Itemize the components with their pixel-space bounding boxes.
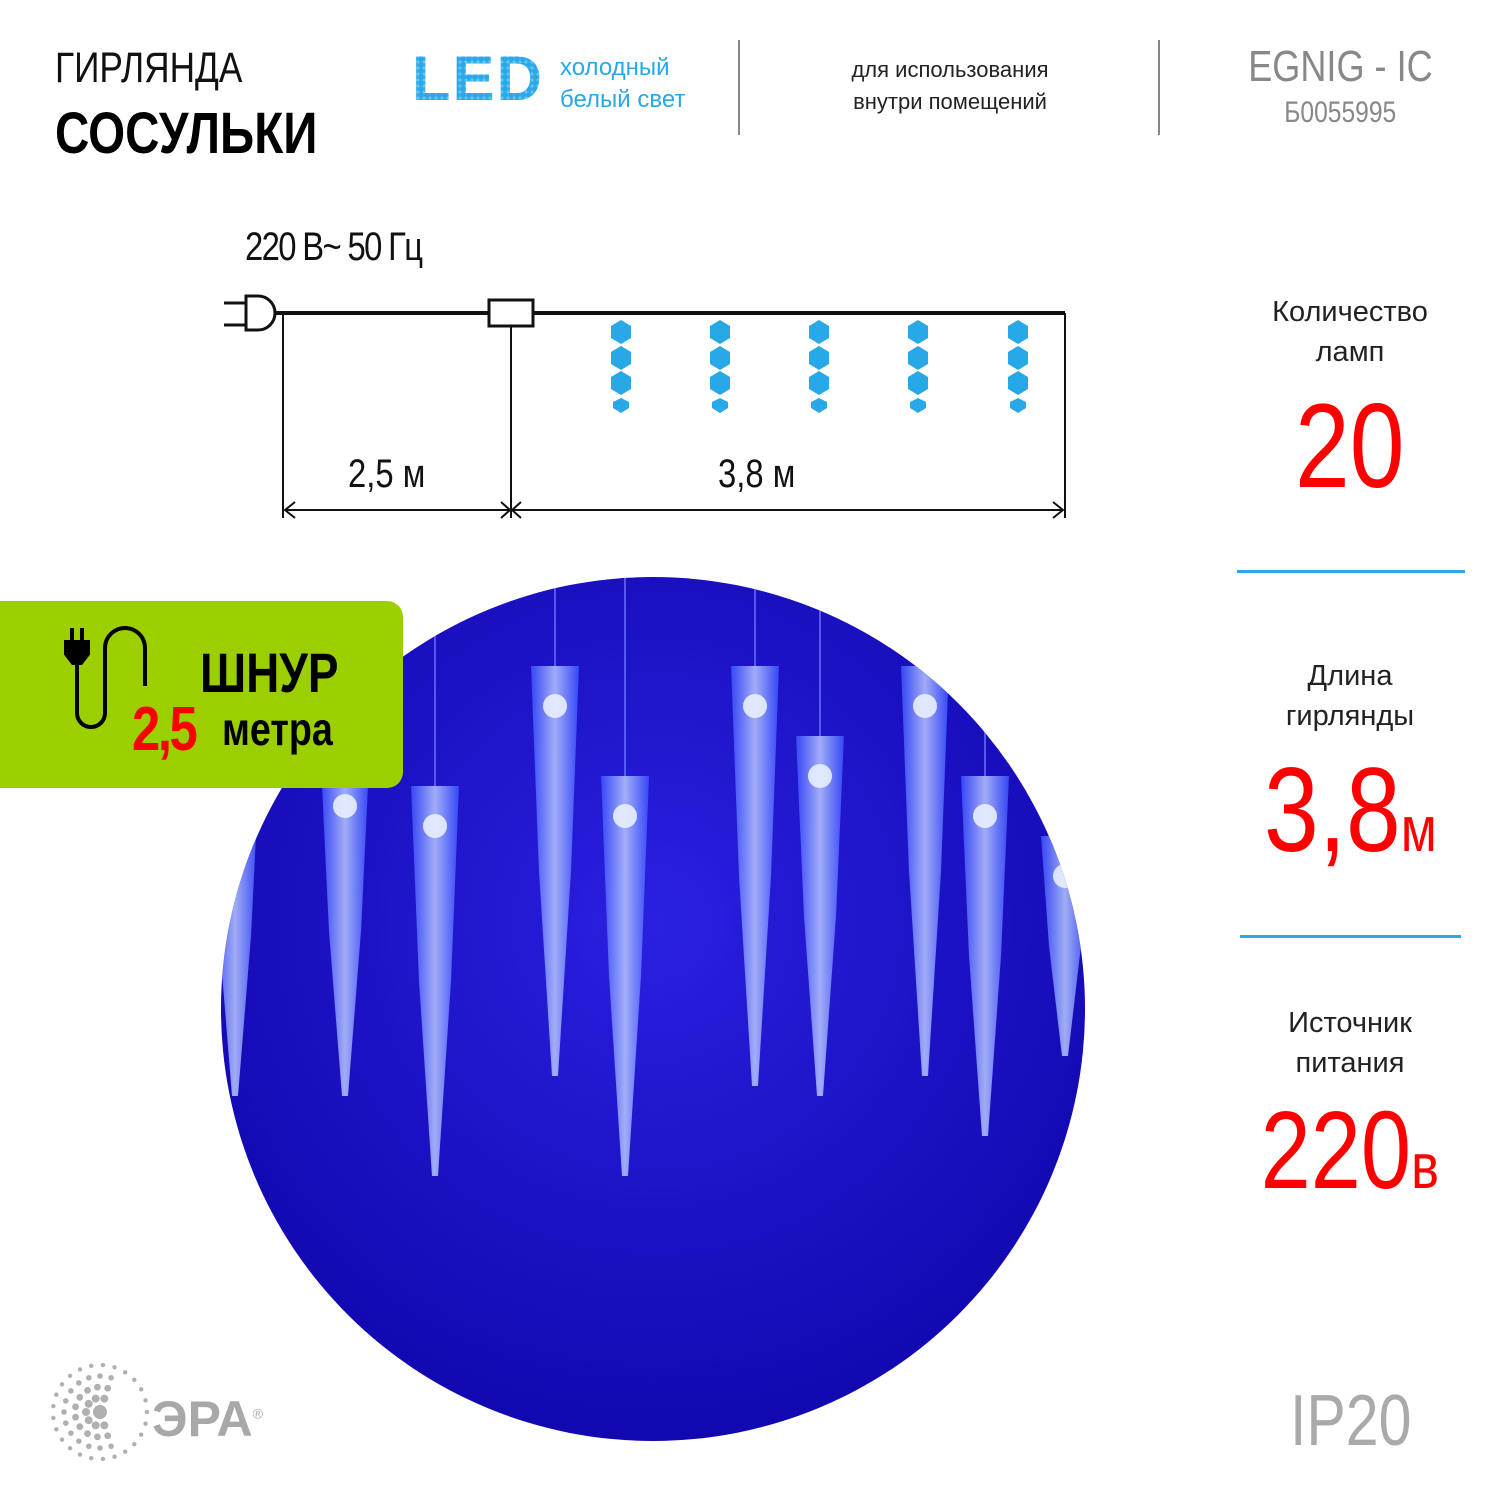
badge-number: 2,5 [132,695,198,764]
divider [1158,40,1160,135]
divider [1237,570,1465,573]
divider [1240,935,1461,938]
icicle-lamp-icon [910,398,926,413]
icicle-lamp-icon [611,346,631,370]
brand-logo: ЭРА® [152,1391,263,1447]
product-photo [221,577,1085,1441]
badge-word: ШНУР [200,641,339,704]
icicle-lamp-icon [1008,320,1028,344]
icicle-lamp-icon [809,320,829,344]
lamp-glow [223,804,247,828]
divider [738,40,740,135]
icicle [321,766,369,1096]
plug-cord-icon [64,626,147,729]
icicle [796,736,844,1096]
icicle-lamp-icon [611,320,631,344]
title-line1: ГИРЛЯНДА [55,44,243,92]
badge-unit: метра [222,703,333,755]
lamp-glow [333,794,357,818]
icicle [601,776,649,1176]
icicle-lamp-icon [710,371,730,395]
light-color: холодный белый свет [560,54,686,113]
icicle-lamp-icon [1010,398,1026,413]
lamp-glow [913,694,937,718]
usage-note: для использования внутри помещений [851,57,1049,114]
icicle-lamp-icon [1008,346,1028,370]
cord-length-badge [0,601,403,788]
cord-length: 2,5 м [348,452,426,496]
icicle-lamp-icon [908,320,928,344]
model-code: EGNIG - IC [1247,42,1433,91]
title-line2: СОСУЛЬКИ [55,101,318,166]
icicle-lamp-icon [710,320,730,344]
lamp-glow [613,804,637,828]
lamp-glow [543,694,567,718]
icicle-lamp-icon [908,371,928,395]
spec-length: Длина гирлянды 3,8м [1263,660,1437,877]
garland-length: 3,8 м [718,452,796,496]
icicle-lamp-icon [1008,371,1028,395]
icicle-lamp-icon [811,398,827,413]
lamp-glow [743,694,767,718]
spec-power: Источник питания 220в [1260,1007,1440,1212]
icicle-lamp-icon [809,371,829,395]
icicle [901,666,949,1076]
wiring-diagram [224,294,1066,519]
sku: Б0055995 [1284,96,1396,129]
icicle-lamp-icon [908,346,928,370]
ip-rating: IP20 [1290,1381,1412,1461]
icicle [411,786,459,1176]
lamp-glow [1053,864,1077,888]
spec-lamps: Количество ламп 20 [1272,296,1428,513]
icicle [531,666,579,1076]
lamp-glow [973,804,997,828]
icicle-lamp-icon [611,371,631,395]
lamp-glow [808,764,832,788]
icicle [961,776,1009,1136]
icicle-lamp-icon [710,346,730,370]
era-logo-icon [51,1362,150,1462]
icicle-lamp-icon [613,398,629,413]
power-spec: 220 В~ 50 Гц [245,225,423,269]
lamp-glow [423,814,447,838]
plug-icon [224,294,277,332]
led-label: LED [412,44,544,114]
icicle-lamp-icon [809,346,829,370]
controller-box [487,298,535,328]
icicle-lamp-icon [712,398,728,413]
icicle [731,666,779,1086]
